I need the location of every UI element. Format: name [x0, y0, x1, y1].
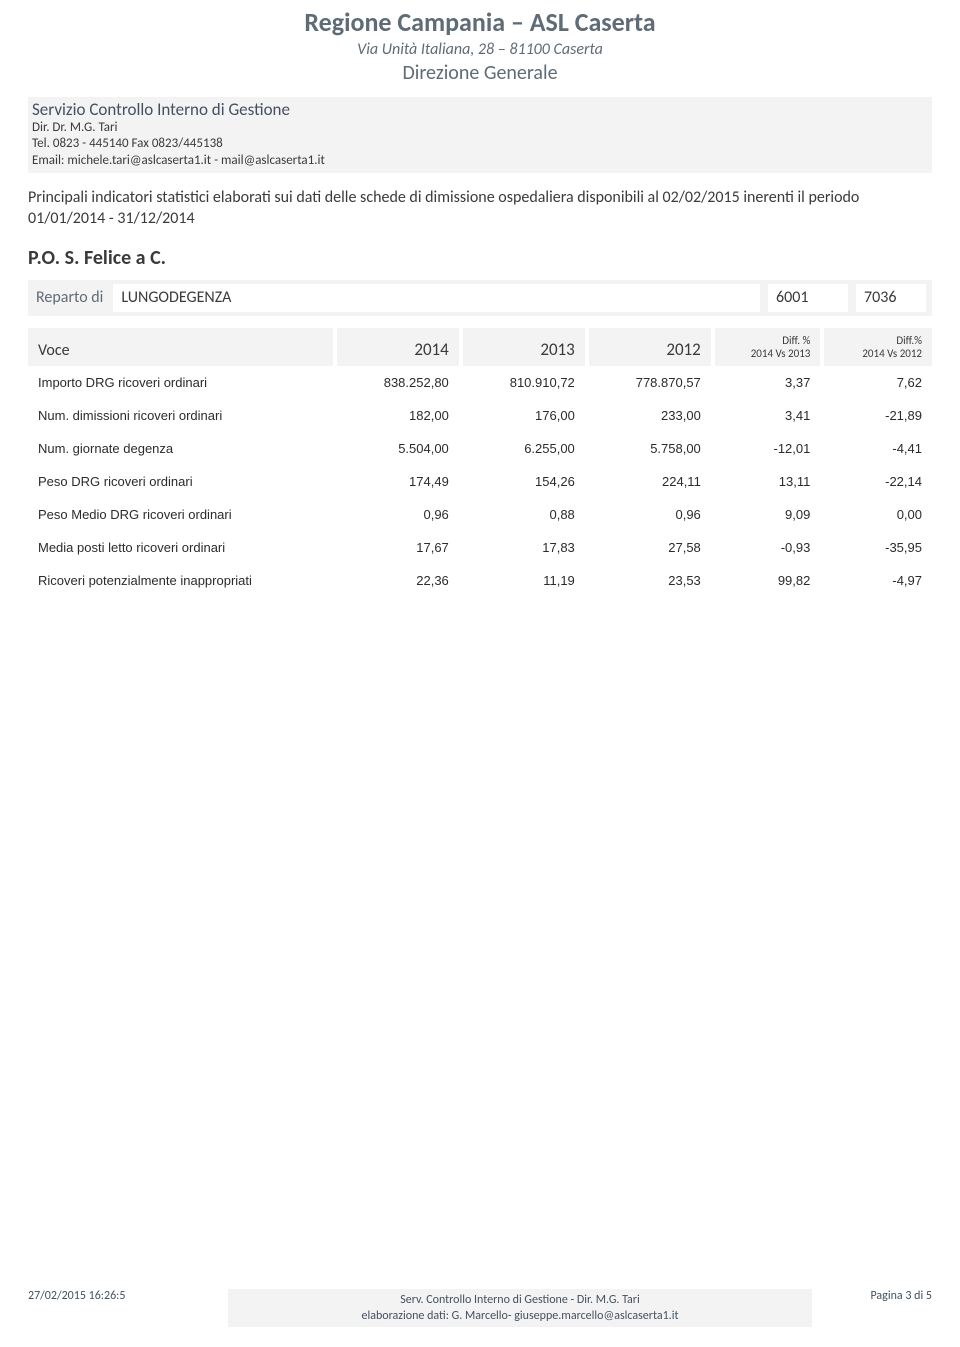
- service-director: Dir. Dr. M.G. Tari: [32, 120, 928, 136]
- cell-2013: 154,26: [461, 465, 587, 498]
- footer-timestamp: 27/02/2015 16:26:5: [28, 1289, 228, 1303]
- reparto-name-field: LUNGODEGENZA: [113, 284, 760, 312]
- cell-diff-2012: -21,89: [822, 399, 932, 432]
- row-label: Importo DRG ricoveri ordinari: [28, 366, 335, 399]
- table-row: Num. giornate degenza5.504,006.255,005.7…: [28, 432, 932, 465]
- cell-diff-2012: 0,00: [822, 498, 932, 531]
- reparto-label: Reparto di: [34, 284, 105, 312]
- cell-2014: 182,00: [335, 399, 461, 432]
- footer-page: Pagina 3 di 5: [812, 1289, 932, 1303]
- cell-diff-2012: -35,95: [822, 531, 932, 564]
- cell-2012: 23,53: [587, 564, 713, 597]
- cell-2013: 6.255,00: [461, 432, 587, 465]
- col-2014: 2014: [335, 328, 461, 366]
- cell-2014: 5.504,00: [335, 432, 461, 465]
- row-label: Peso Medio DRG ricoveri ordinari: [28, 498, 335, 531]
- cell-2014: 174,49: [335, 465, 461, 498]
- table-row: Media posti letto ricoveri ordinari17,67…: [28, 531, 932, 564]
- col-voce: Voce: [28, 328, 335, 366]
- cell-2012: 778.870,57: [587, 366, 713, 399]
- cell-diff-2012: -4,41: [822, 432, 932, 465]
- col-2013: 2013: [461, 328, 587, 366]
- cell-diff-2013: 9,09: [713, 498, 823, 531]
- table-row: Importo DRG ricoveri ordinari838.252,808…: [28, 366, 932, 399]
- row-label: Num. dimissioni ricoveri ordinari: [28, 399, 335, 432]
- row-label: Num. giornate degenza: [28, 432, 335, 465]
- service-block: Servizio Controllo Interno di Gestione D…: [28, 97, 932, 173]
- cell-diff-2013: -12,01: [713, 432, 823, 465]
- cell-2013: 17,83: [461, 531, 587, 564]
- col-2012: 2012: [587, 328, 713, 366]
- table-header-row: Voce 2014 2013 2012 Diff. % 2014 Vs 2013…: [28, 328, 932, 366]
- table-row: Peso DRG ricoveri ordinari174,49154,2622…: [28, 465, 932, 498]
- reparto-code1-field: 6001: [768, 284, 848, 312]
- cell-diff-2013: 3,37: [713, 366, 823, 399]
- service-phone: Tel. 0823 - 445140 Fax 0823/445138: [32, 136, 928, 152]
- cell-diff-2013: 3,41: [713, 399, 823, 432]
- org-title: Regione Campania – ASL Caserta: [28, 6, 932, 38]
- table-row: Peso Medio DRG ricoveri ordinari0,960,88…: [28, 498, 932, 531]
- org-department: Direzione Generale: [28, 61, 932, 85]
- row-label: Peso DRG ricoveri ordinari: [28, 465, 335, 498]
- cell-2012: 27,58: [587, 531, 713, 564]
- reparto-code2-field: 7036: [856, 284, 926, 312]
- cell-2014: 0,96: [335, 498, 461, 531]
- cell-diff-2013: 13,11: [713, 465, 823, 498]
- cell-2014: 17,67: [335, 531, 461, 564]
- indicators-table: Voce 2014 2013 2012 Diff. % 2014 Vs 2013…: [28, 328, 932, 597]
- table-row: Ricoveri potenzialmente inappropriati22,…: [28, 564, 932, 597]
- cell-2012: 0,96: [587, 498, 713, 531]
- intro-text: Principali indicatori statistici elabora…: [28, 187, 932, 230]
- col-diff-2013: Diff. % 2014 Vs 2013: [713, 328, 823, 366]
- cell-2012: 224,11: [587, 465, 713, 498]
- col-diff-2012: Diff.% 2014 Vs 2012: [822, 328, 932, 366]
- cell-diff-2012: -22,14: [822, 465, 932, 498]
- footer-center: Serv. Controllo Interno di Gestione - Di…: [228, 1289, 812, 1327]
- cell-2013: 810.910,72: [461, 366, 587, 399]
- table-body: Importo DRG ricoveri ordinari838.252,808…: [28, 366, 932, 597]
- cell-diff-2012: -4,97: [822, 564, 932, 597]
- cell-diff-2013: -0,93: [713, 531, 823, 564]
- page-footer: 27/02/2015 16:26:5 Serv. Controllo Inter…: [28, 1289, 932, 1327]
- cell-2013: 11,19: [461, 564, 587, 597]
- cell-2012: 5.758,00: [587, 432, 713, 465]
- row-label: Media posti letto ricoveri ordinari: [28, 531, 335, 564]
- cell-2014: 22,36: [335, 564, 461, 597]
- table-row: Num. dimissioni ricoveri ordinari182,001…: [28, 399, 932, 432]
- service-email: Email: michele.tari@aslcaserta1.it - mai…: [32, 153, 928, 169]
- facility-name: P.O. S. Felice a C.: [28, 246, 932, 270]
- footer-center-line2: elaborazione dati: G. Marcello- giuseppe…: [234, 1308, 806, 1324]
- cell-2014: 838.252,80: [335, 366, 461, 399]
- cell-2013: 0,88: [461, 498, 587, 531]
- cell-2013: 176,00: [461, 399, 587, 432]
- cell-diff-2012: 7,62: [822, 366, 932, 399]
- service-title: Servizio Controllo Interno di Gestione: [32, 99, 928, 120]
- cell-2012: 233,00: [587, 399, 713, 432]
- org-address: Via Unità Italiana, 28 – 81100 Caserta: [28, 40, 932, 59]
- cell-diff-2013: 99,82: [713, 564, 823, 597]
- footer-center-line1: Serv. Controllo Interno di Gestione - Di…: [234, 1292, 806, 1308]
- row-label: Ricoveri potenzialmente inappropriati: [28, 564, 335, 597]
- reparto-row: Reparto di LUNGODEGENZA 6001 7036: [28, 280, 932, 316]
